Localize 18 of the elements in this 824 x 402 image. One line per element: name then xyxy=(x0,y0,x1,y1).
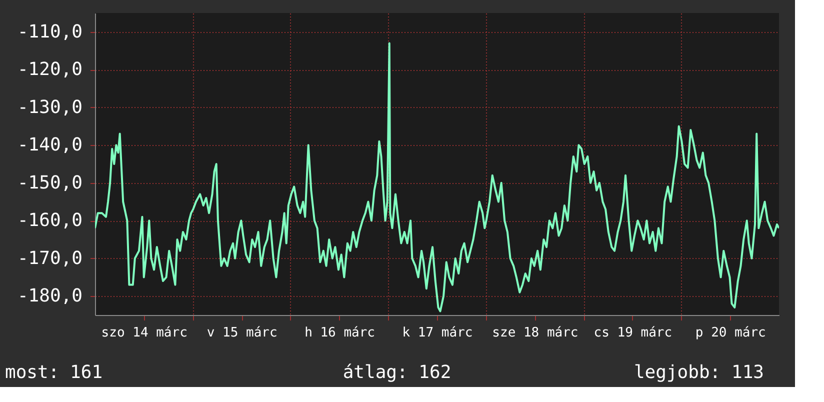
text: legjobb: 113 xyxy=(634,362,764,383)
x-tick-label: sze 18 márc xyxy=(492,326,578,340)
y-tick-label: -160,0 xyxy=(17,210,82,232)
x-tick-label: k 17 márc xyxy=(402,326,473,340)
x-tick-label: cs 19 márc xyxy=(594,326,672,340)
text: most: 161 xyxy=(5,362,103,383)
y-tick-label: -110,0 xyxy=(17,21,82,42)
x-tick-label: v 15 márc xyxy=(206,326,278,340)
y-tick-label: -120,0 xyxy=(17,59,82,80)
y-tick-label: -180,0 xyxy=(17,286,82,307)
x-tick-label: p 20 márc xyxy=(695,326,766,340)
y-tick-label: -130,0 xyxy=(17,96,82,118)
text: átlag: 162 xyxy=(342,362,452,383)
y-tick-label: -170,0 xyxy=(17,248,82,269)
y-tick-label: -140,0 xyxy=(17,134,82,156)
y-tick-label: -150,0 xyxy=(17,172,82,194)
x-tick-label: szo 14 márc xyxy=(101,326,188,340)
x-tick-label: h 16 márc xyxy=(304,326,376,340)
